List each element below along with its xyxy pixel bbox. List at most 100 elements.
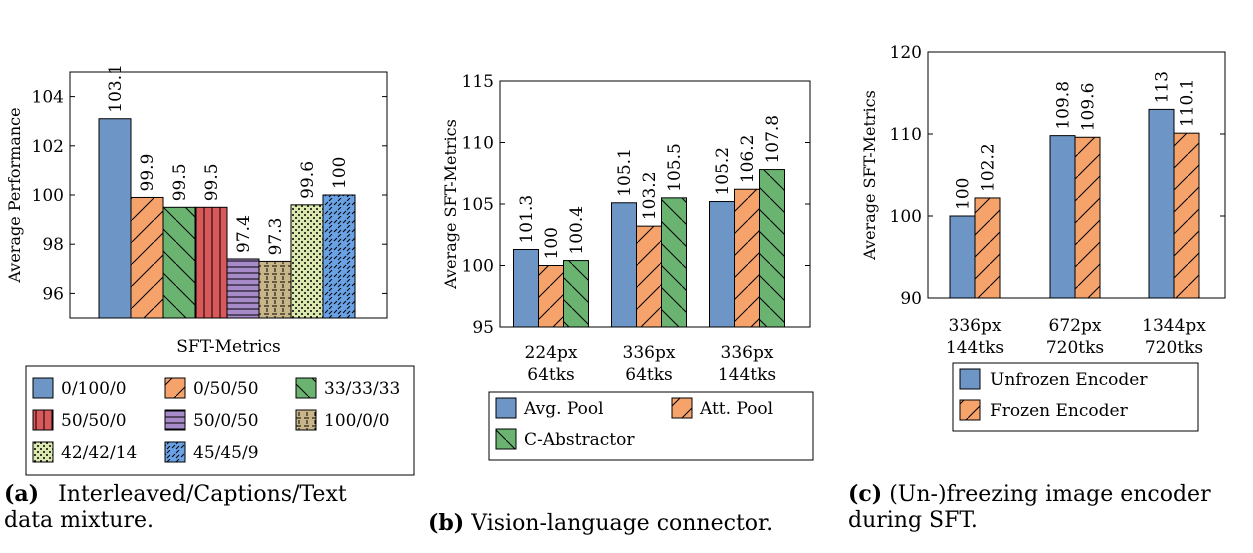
chart-a-legend-swatch-7-outline [164,441,186,463]
chart-c-ytick-label: 100 [890,207,922,227]
chart-a-bar-4 [226,258,260,319]
chart-b-bar-0-2-outline [563,260,589,328]
chart-c-data-label-0-1: 102.2 [979,143,999,192]
chart-a-data-label-7: 100 [330,157,350,189]
chart-c-bar-2-0-fill [1149,109,1174,299]
chart-b-bar-0-2 [563,260,589,328]
chart-a-legend-label-1: 0/50/50 [193,379,259,399]
chart-a-bar-7-outline [322,194,356,319]
chart-b-legend-item-0: Avg. Pool [495,397,604,419]
chart-c-bar-0-1 [974,197,1001,299]
chart-c-bar-1-1 [1074,136,1101,299]
chart-b-legend: Avg. Pool Att. Pool C-Abstractor [488,391,814,461]
chart-c-data-label-1-0: 109.8 [1054,81,1074,130]
chart-a-legend-label-0: 0/100/0 [61,379,127,399]
chart-a-bar-0 [98,118,132,319]
chart-a-bar-3 [194,206,228,319]
chart-a-bar-6 [290,204,324,319]
chart-b-data-label-0-1: 100 [542,227,562,259]
chart-b-bar-1-0 [611,202,637,328]
chart-b-legend-item-1: Att. Pool [671,397,773,419]
chart-b-bar-0-1 [538,265,564,328]
chart-a-legend-swatch-2-outline [295,377,317,399]
chart-b-y-axis-label: Average SFT-Metrics [441,119,460,290]
chart-c-x-tick-label: 336px [949,316,1002,336]
chart-b-data-label-0-0: 101.3 [517,195,537,244]
chart-a-data-label-6: 99.6 [298,161,318,199]
chart-c-bar-1-0-fill [1050,135,1075,298]
caption-b-line1: Vision-language connector. [471,511,774,536]
chart-b-bar-0-1-pattern [538,265,564,327]
chart-c-bar-1-1-pattern [1075,137,1100,298]
chart-c-x-tick-label: 1344px [1142,316,1206,336]
chart-a-data-label-2: 99.5 [170,163,190,201]
chart-b-bar-2-0-fill [709,201,735,327]
chart-a-legend-item-7: 45/45/9 [164,441,259,463]
chart-c-data-label-2-1: 110.1 [1178,79,1198,128]
caption-c: (c) (Un-)freezing image encoder during S… [848,481,1211,534]
chart-b-x-tick-label: 224px [525,343,578,363]
chart-b-ytick-label: 105 [462,195,494,215]
chart-b-ytick-label: 95 [472,318,494,338]
chart-c-data-label-1-1: 109.6 [1079,83,1099,132]
caption-a-tag: (a) [4,481,40,507]
chart-b-x-tick-label: 64tks [625,365,673,385]
chart-a-bar-7 [322,194,356,319]
chart-b-legend-label-0: Avg. Pool [523,399,604,419]
chart-c-ytick-label: 110 [890,125,922,145]
chart-a-legend-label-6: 42/42/14 [61,443,137,463]
chart-c-legend-item-1: Frozen Encoder [959,399,1129,421]
chart-c-legend-frame [952,362,1199,432]
chart-a-legend-label-5: 100/0/0 [324,411,390,431]
chart-a-legend-swatch-2-pattern [296,378,316,398]
chart-b-bar-0-0 [513,249,539,328]
chart-a-data-label-1: 99.9 [138,154,158,192]
caption-a: (a) Interleaved/Captions/Text data mixtu… [4,481,347,534]
chart-a-bar-5 [258,260,292,319]
chart-b-bar-2-0 [709,201,735,328]
chart-a-bar-6-pattern [291,204,323,318]
chart-b-legend-frame [488,391,814,461]
chart-c-y-axis-label: Average SFT-Metrics [860,90,879,261]
chart-b-bar-2-1-pattern [734,189,760,327]
caption-b-tag: (b) [428,510,465,536]
chart-a-legend-swatch-5-outline [295,409,317,431]
chart-c-x-tick-label: 144tks [946,338,1004,358]
chart-b-x-tick-label: 336px [623,343,676,363]
chart-b-data-label-1-1: 103.2 [640,171,660,220]
chart-c-legend-swatch-1-pattern [960,400,980,420]
chart-a-legend-item-0: 0/100/0 [32,377,127,399]
chart-a-legend-swatch-6-outline [32,441,54,463]
chart-b-data-label-1-0: 105.1 [615,148,635,197]
chart-a-ytick-label: 104 [32,88,64,108]
chart-c-legend-swatch-0-fill [960,369,980,389]
chart-c-legend-swatch-1-outline [959,399,981,421]
chart-a-data-label-5: 97.3 [266,218,286,256]
chart-b-x-tick-label: 64tks [527,365,575,385]
chart-b-data-label-0-2: 100.4 [567,206,587,255]
chart-b-ytick-label: 115 [462,72,494,92]
chart-c-bar-0-1-pattern [975,197,1000,298]
chart-c-bar-0-1-outline [974,197,1001,299]
chart-a-legend-swatch-0-outline [32,377,54,399]
chart-b-bar-0-0-fill [513,249,539,327]
chart-a-legend-item-4: 50/0/50 [164,409,259,431]
chart-b-data-label-2-1: 106.2 [738,135,758,184]
chart-c-bar-1-0 [1049,135,1076,299]
chart-a-legend-swatch-4-pattern [165,410,185,430]
chart-a-bar-4-pattern [227,258,259,318]
chart-a-legend-item-5: 100/0/0 [295,409,390,431]
chart-a-ytick-label: 98 [42,235,64,255]
chart-a-bar-1 [130,196,164,319]
chart-c-ytick-label: 120 [890,43,922,63]
chart-b-legend-swatch-1-pattern [672,398,692,418]
chart-c-legend-swatch-0-outline [959,368,981,390]
chart-b-bar-1-1 [636,225,662,328]
chart-b-bar-1-0-fill [611,202,637,327]
caption-b: (b) Vision-language connector. [428,510,773,537]
chart-a-bar-5-pattern [259,261,291,318]
chart-b-bar-2-2-outline [759,169,785,328]
chart-a-bar-1-pattern [131,197,163,318]
chart-b-bar-2-1 [734,188,760,328]
